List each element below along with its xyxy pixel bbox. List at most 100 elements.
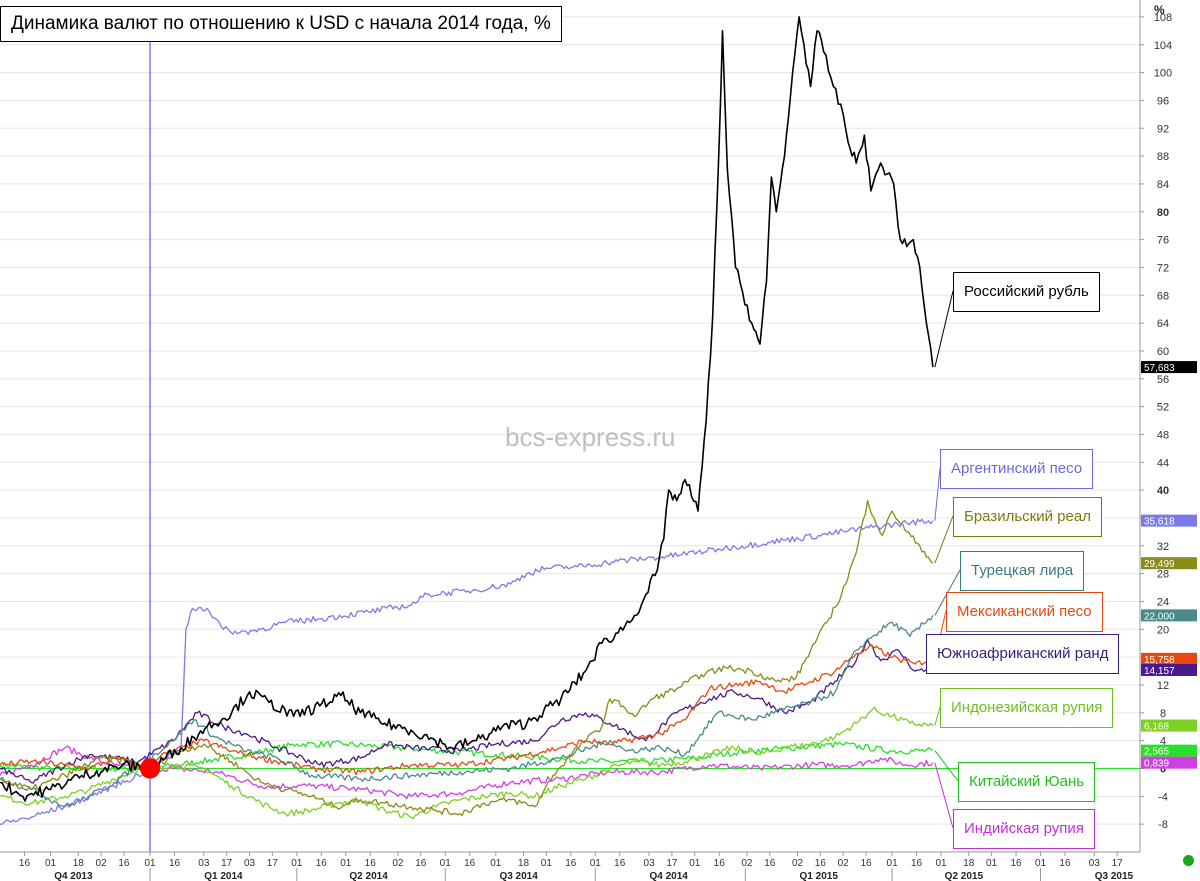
x-tick-label: 03 (244, 858, 256, 869)
x-quarter-label: Q3 2015 (1095, 871, 1134, 881)
callout-try: Турецкая лира (960, 551, 1085, 591)
x-tick-label: 02 (792, 858, 804, 869)
x-tick-label: 03 (198, 858, 210, 869)
x-tick-label: 01 (590, 858, 602, 869)
y-tick-label: 76 (1157, 235, 1169, 247)
callout-rub: Российский рубль (953, 272, 1100, 312)
y-tick-label: 52 (1157, 402, 1169, 414)
x-tick-label: 16 (911, 858, 923, 869)
x-tick-label: 16 (614, 858, 626, 869)
x-tick-label: 01 (986, 858, 998, 869)
y-tick-label: 48 (1157, 429, 1169, 441)
last-value-tag-bg (1141, 719, 1197, 732)
y-axis-panel (1140, 0, 1200, 881)
last-value-tag-bg (1141, 652, 1197, 665)
x-tick-label: 16 (815, 858, 827, 869)
x-tick-label: 16 (415, 858, 427, 869)
x-tick-label: 17 (666, 858, 678, 869)
callout-cny: Китайский Юань (958, 762, 1096, 802)
x-tick-label: 16 (464, 858, 476, 869)
x-tick-label: 02 (392, 858, 404, 869)
y-tick-label: 84 (1157, 179, 1169, 191)
x-tick-label: 17 (221, 858, 233, 869)
x-tick-label: 16 (1010, 858, 1022, 869)
series-line-6 (0, 706, 934, 820)
x-quarter-label: Q1 2014 (204, 871, 243, 881)
leader-line-cny (934, 750, 959, 782)
y-tick-label: 8 (1160, 708, 1166, 720)
y-tick-label: 80 (1157, 207, 1169, 219)
y-tick-label: 88 (1157, 151, 1169, 163)
y-tick-label: 28 (1157, 569, 1169, 581)
x-tick-label: 02 (741, 858, 753, 869)
y-tick-label: 56 (1157, 374, 1169, 386)
x-tick-label: 03 (1089, 858, 1101, 869)
x-tick-label: 16 (1059, 858, 1071, 869)
callout-idr: Индонезийская рупия (940, 688, 1114, 728)
x-tick-label: 16 (714, 858, 726, 869)
x-quarter-label: Q3 2014 (499, 871, 538, 881)
leader-line-rub (934, 290, 954, 368)
last-value-tag: 35,618 (1144, 517, 1175, 528)
x-tick-label: 17 (267, 858, 279, 869)
last-value-tag: 22,000 (1144, 611, 1175, 622)
y-tick-label: 44 (1157, 457, 1169, 469)
y-tick-label: 104 (1154, 40, 1172, 52)
x-tick-label: 16 (118, 858, 130, 869)
x-tick-label: 16 (365, 858, 377, 869)
x-tick-label: 18 (73, 858, 85, 869)
x-tick-label: 01 (887, 858, 899, 869)
series-line-4 (0, 644, 934, 776)
chart-title: Динамика валют по отношению к USD с нача… (0, 6, 562, 42)
y-tick-label: 72 (1157, 262, 1169, 274)
leader-line-brl (934, 515, 954, 564)
leader-line-ars (934, 467, 941, 521)
last-value-tag-bg (1141, 514, 1197, 527)
callout-ars: Аргентинский песо (940, 449, 1094, 489)
last-value-tag: 29,499 (1144, 559, 1175, 570)
callout-inr: Индийская рупия (953, 809, 1095, 849)
leader-line-inr (934, 762, 954, 829)
series-line-3 (0, 615, 934, 808)
x-tick-label: 16 (764, 858, 776, 869)
last-value-tag-bg (1141, 756, 1197, 769)
x-quarter-label: Q2 2014 (349, 871, 388, 881)
x-axis: 16 01 18 02 16 01 16 03 17 03 17 01 16 01 16 02 16 01 16 01… (0, 851, 1140, 881)
y-tick-label: -4 (1158, 791, 1168, 803)
last-value-tag: 0,839 (1144, 759, 1169, 770)
y-axis: -8-4048121620242832364044485256606468727… (1139, 0, 1200, 881)
y-tick-label: 100 (1154, 68, 1172, 80)
x-tick-label: 01 (291, 858, 303, 869)
y-tick-label: 4 (1160, 736, 1166, 748)
y-tick-label: 24 (1157, 596, 1169, 608)
last-value-tag-bg (1141, 609, 1197, 622)
y-unit-label: % (1154, 3, 1165, 17)
x-tick-label: 16 (565, 858, 577, 869)
series-line-1 (0, 518, 934, 825)
y-tick-label: 68 (1157, 290, 1169, 302)
x-tick-label: 16 (860, 858, 872, 869)
y-tick-label: 20 (1157, 624, 1169, 636)
x-tick-label: 01 (490, 858, 502, 869)
callout-mxn: Мексиканский песо (946, 592, 1103, 632)
y-tick-label: 40 (1157, 485, 1169, 497)
y-tick-label: 12 (1157, 680, 1169, 692)
y-tick-label: 64 (1157, 318, 1169, 330)
last-value-tag: 57,683 (1144, 363, 1175, 374)
x-tick-label: 01 (689, 858, 701, 869)
y-tick-label: 96 (1157, 95, 1169, 107)
y-tick-label: 92 (1157, 123, 1169, 135)
series-line-0 (0, 16, 934, 802)
start-point-marker (140, 758, 161, 779)
x-axis-panel (0, 852, 1140, 881)
x-tick-label: 01 (340, 858, 352, 869)
x-tick-label: 01 (1035, 858, 1047, 869)
callout-brl: Бразильский реал (953, 497, 1102, 537)
x-tick-label: 17 (1112, 858, 1124, 869)
last-value-tag-bg (1141, 557, 1197, 570)
watermark: bcs-express.ru (505, 422, 676, 452)
leader-line-idr (934, 706, 941, 726)
y-tick-label: 60 (1157, 346, 1169, 358)
